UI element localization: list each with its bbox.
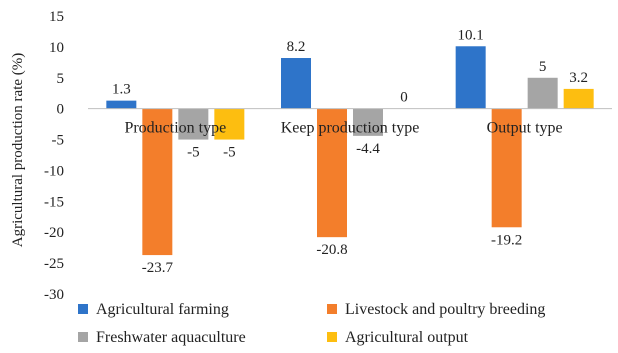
y-tick-label: -20 [44, 225, 64, 241]
category-labels: Production type Keep production type Outpu… [124, 120, 562, 137]
bar [491, 108, 522, 228]
bar [106, 100, 137, 109]
bar [281, 58, 311, 109]
category-label: Output type [487, 120, 563, 137]
y-tick-label: -25 [44, 256, 64, 272]
y-axis-ticks: 15 10 5 0 -5 -10 -15 -20 -25 -30 [44, 9, 64, 303]
y-tick-label: -30 [44, 287, 64, 303]
y-tick-label: -15 [44, 194, 64, 210]
data-label: 8.2 [287, 39, 306, 55]
bar [353, 108, 383, 136]
data-label: -5 [187, 145, 200, 161]
legend-label: Agricultural farming [96, 301, 229, 318]
y-tick-label: 5 [57, 71, 65, 87]
y-axis-label: Agricultural production rate (%) [10, 53, 26, 248]
legend-label: Livestock and poultry breeding [345, 301, 545, 318]
bar [317, 108, 347, 238]
data-label: 0 [400, 90, 408, 106]
data-label: -20.8 [316, 242, 347, 258]
legend-swatch [78, 332, 88, 342]
legend-swatch [327, 304, 337, 314]
data-labels: 1.3 -23.7 -5 -5 8.2 -20.8 -4.4 0 10.1 -19.2 5 3.2 [112, 27, 588, 276]
bar [527, 77, 558, 109]
data-label: -19.2 [491, 232, 522, 248]
legend-swatch [78, 304, 88, 314]
category-label: Keep production type [281, 120, 420, 137]
bar [142, 108, 173, 256]
legend-label: Freshwater aquaculture [96, 329, 246, 346]
y-tick-label: -5 [52, 133, 65, 149]
data-label: -4.4 [356, 141, 380, 157]
bar [214, 108, 245, 140]
bar [563, 88, 594, 109]
y-tick-label: 0 [57, 102, 65, 118]
legend-swatch [327, 332, 337, 342]
y-tick-label: 15 [49, 9, 64, 25]
data-label: -23.7 [142, 260, 174, 276]
category-label: Production type [124, 120, 226, 137]
data-label: 3.2 [569, 70, 588, 86]
bar [178, 108, 209, 140]
bars [106, 46, 594, 256]
data-label: 1.3 [112, 82, 131, 98]
data-label: 5 [539, 59, 547, 75]
y-tick-label: 10 [49, 40, 64, 56]
legend: Agricultural farming Livestock and poultr… [78, 301, 545, 346]
bar [455, 46, 486, 109]
y-tick-label: -10 [44, 163, 64, 179]
data-label: -5 [223, 145, 236, 161]
legend-label: Agricultural output [345, 329, 469, 346]
data-label: 10.1 [458, 27, 484, 43]
